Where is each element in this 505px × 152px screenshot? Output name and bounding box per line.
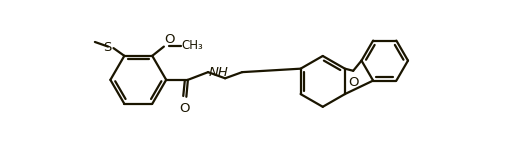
Text: O: O — [180, 102, 190, 115]
Text: CH₃: CH₃ — [182, 39, 204, 52]
Text: NH: NH — [209, 66, 229, 79]
Text: O: O — [165, 33, 175, 46]
Text: S: S — [104, 41, 112, 54]
Text: O: O — [348, 76, 359, 89]
